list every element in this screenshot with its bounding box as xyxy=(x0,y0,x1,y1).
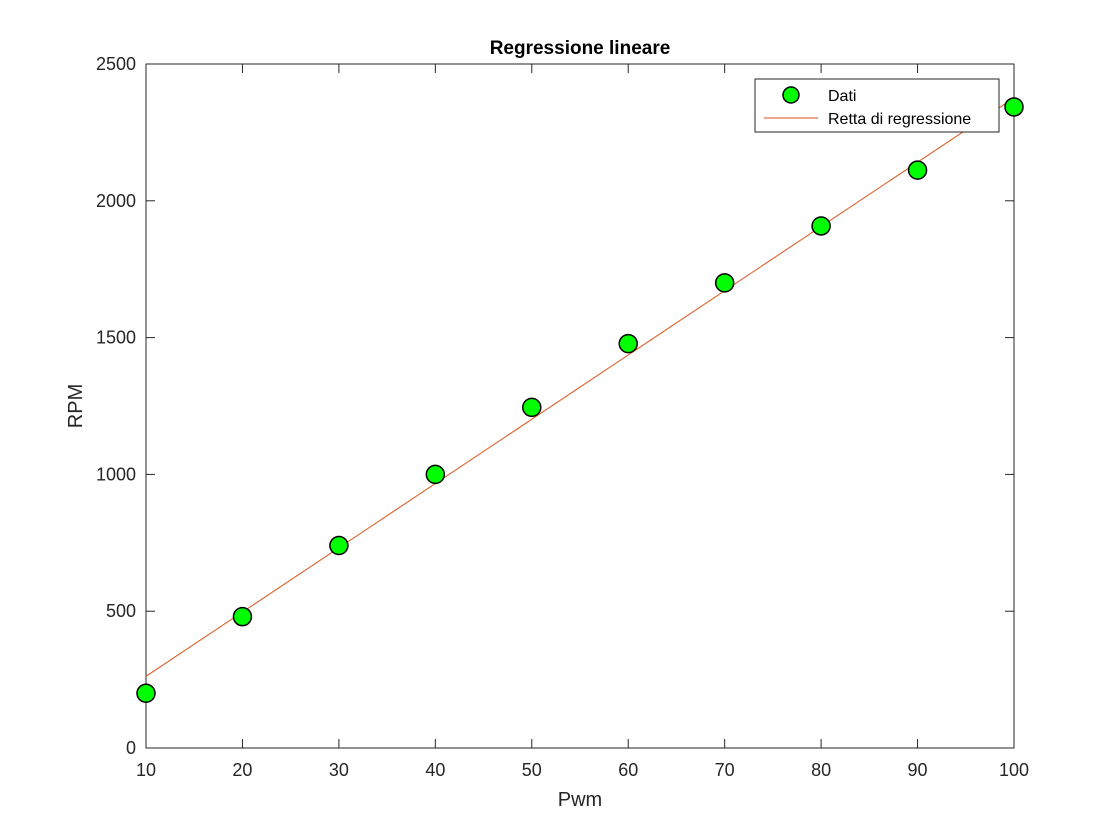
x-tick-label: 40 xyxy=(425,760,445,780)
y-tick-label: 1000 xyxy=(96,464,136,484)
x-tick-label: 70 xyxy=(715,760,735,780)
x-tick-label: 100 xyxy=(999,760,1029,780)
x-tick-label: 60 xyxy=(618,760,638,780)
plot-area: 10 20 30 40 50 60 70 80 90 1000500100015002000250… xyxy=(96,54,1029,780)
data-point xyxy=(618,333,638,354)
y-axis-label: RPM xyxy=(65,384,87,428)
chart-title: Regressione lineare xyxy=(490,38,671,59)
legend-label-dati: Dati xyxy=(828,88,856,105)
x-axis-label: Pwm xyxy=(558,789,602,811)
data-point xyxy=(329,535,349,556)
x-tick-label: 80 xyxy=(811,760,831,780)
data-point xyxy=(425,464,446,485)
data-point xyxy=(522,397,542,418)
data-point xyxy=(136,683,156,704)
y-tick-label: 500 xyxy=(106,601,136,621)
data-point xyxy=(907,160,928,180)
data-point xyxy=(811,216,831,236)
data-point xyxy=(714,273,735,293)
x-tick-label: 20 xyxy=(232,760,252,780)
y-tick-label: 2500 xyxy=(96,54,136,74)
y-tick-label: 0 xyxy=(126,738,136,758)
legend: Dati Retta di regressione xyxy=(754,78,1000,133)
axes-box xyxy=(145,63,1015,749)
y-tick-label: 2000 xyxy=(96,191,136,211)
regression-line xyxy=(145,97,1015,677)
x-tick-label: 30 xyxy=(329,760,349,780)
legend-label-retta: Retta di regressione xyxy=(828,111,971,128)
data-point xyxy=(1004,97,1024,117)
x-tick-label: 50 xyxy=(522,760,542,780)
x-tick-label: 90 xyxy=(908,760,928,780)
data-point xyxy=(232,606,253,627)
x-tick-label: 10 xyxy=(136,760,156,780)
y-tick-label: 1500 xyxy=(96,328,136,348)
legend-marker-dati xyxy=(782,86,800,104)
